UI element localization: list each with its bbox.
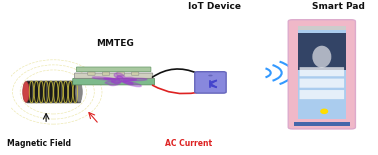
Text: AC Current: AC Current <box>165 139 212 148</box>
Text: IoT Device: IoT Device <box>187 2 241 11</box>
Text: Smart Pad: Smart Pad <box>312 2 365 11</box>
FancyBboxPatch shape <box>117 72 124 75</box>
FancyBboxPatch shape <box>26 81 81 103</box>
Ellipse shape <box>320 108 328 114</box>
FancyBboxPatch shape <box>132 72 139 75</box>
FancyBboxPatch shape <box>88 72 95 75</box>
Polygon shape <box>104 76 137 84</box>
FancyBboxPatch shape <box>73 78 155 85</box>
FancyBboxPatch shape <box>299 67 344 76</box>
FancyBboxPatch shape <box>195 72 226 93</box>
FancyBboxPatch shape <box>298 33 346 70</box>
FancyBboxPatch shape <box>294 122 350 126</box>
FancyBboxPatch shape <box>74 73 153 78</box>
Ellipse shape <box>76 82 82 102</box>
FancyBboxPatch shape <box>288 20 355 129</box>
FancyBboxPatch shape <box>298 26 346 30</box>
Polygon shape <box>92 73 147 87</box>
Text: Magnetic Field: Magnetic Field <box>7 139 71 148</box>
FancyBboxPatch shape <box>102 72 110 75</box>
Ellipse shape <box>312 46 332 68</box>
FancyBboxPatch shape <box>76 67 151 72</box>
FancyBboxPatch shape <box>299 79 344 88</box>
Ellipse shape <box>23 82 29 102</box>
Text: MMTEG: MMTEG <box>97 39 134 48</box>
FancyBboxPatch shape <box>299 90 344 99</box>
FancyBboxPatch shape <box>298 30 346 119</box>
Ellipse shape <box>208 75 213 76</box>
